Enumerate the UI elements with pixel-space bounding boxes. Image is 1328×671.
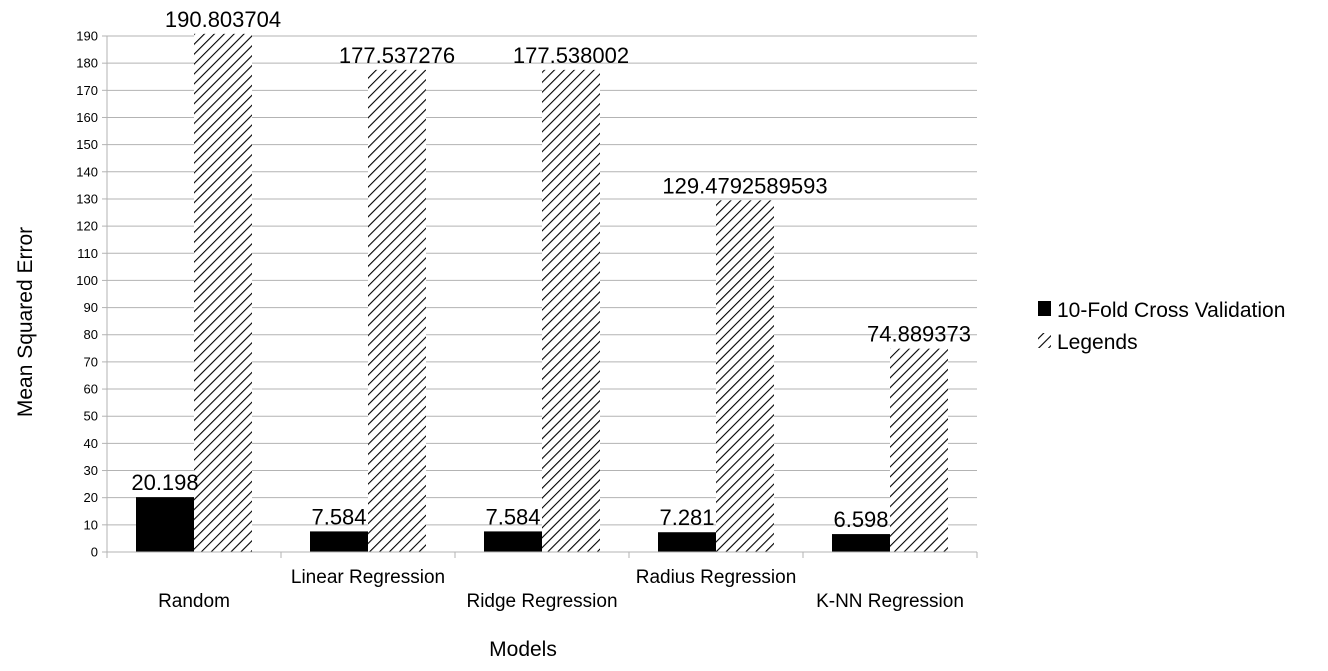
y-tick-label: 60	[84, 382, 98, 397]
y-tick-label: 40	[84, 436, 98, 451]
data-label-cross-validation: 7.281	[659, 505, 714, 530]
legend-label-cv: 10-Fold Cross Validation	[1057, 299, 1285, 322]
category-label: Random	[158, 591, 230, 612]
y-tick-label: 90	[84, 300, 98, 315]
data-label-legends: 177.538002	[513, 43, 629, 68]
data-label-cross-validation: 7.584	[311, 504, 366, 529]
axes	[106, 36, 978, 558]
category-labels: Random Linear Regression Ridge Regression R…	[158, 567, 964, 612]
category-label: Ridge Regression	[466, 591, 617, 612]
data-label-cross-validation: 6.598	[833, 507, 888, 532]
bar-legends	[194, 33, 252, 552]
category-label: Radius Regression	[636, 567, 797, 588]
bar-cross-validation	[484, 531, 542, 552]
legend: 10-Fold Cross Validation Legends	[1038, 299, 1285, 354]
y-tick-label: 110	[77, 246, 98, 261]
y-tick-label: 100	[76, 273, 98, 288]
data-label-cross-validation: 20.198	[131, 470, 198, 495]
bar-cross-validation	[310, 531, 368, 552]
y-tick-label: 120	[76, 219, 98, 234]
legend-swatch-cv	[1038, 301, 1051, 316]
legend-swatch-legends	[1038, 333, 1051, 348]
data-label-legends: 177.537276	[339, 43, 455, 68]
y-tick-label: 80	[84, 327, 98, 342]
y-tick-label: 190	[76, 29, 98, 44]
y-tick-label: 140	[76, 164, 98, 179]
category-label: Linear Regression	[291, 567, 445, 588]
data-label-legends: 129.4792589593	[662, 173, 827, 198]
y-axis-ticks: 0 10 20 30 40 50 60 70 80 90 100 110 120 130 140 150 160…	[76, 29, 107, 560]
bar-cross-validation	[136, 497, 194, 552]
data-label-legends: 74.889373	[867, 322, 971, 347]
y-tick-label: 10	[84, 517, 98, 532]
bar-legends	[542, 69, 600, 552]
bar-cross-validation	[658, 532, 716, 552]
data-labels: 20.198 190.803704 7.584 177.537276 7.584 177.…	[131, 7, 971, 532]
bar-legends	[890, 348, 948, 552]
bars	[136, 33, 948, 553]
y-tick-label: 50	[84, 409, 98, 424]
y-axis-title: Mean Squared Error	[14, 227, 37, 417]
y-tick-label: 160	[76, 110, 98, 125]
y-tick-label: 130	[76, 191, 98, 206]
x-axis-title: Models	[489, 638, 557, 661]
bar-legends	[716, 200, 774, 553]
y-tick-label: 170	[76, 83, 98, 98]
y-tick-label: 0	[91, 545, 98, 560]
data-label-cross-validation: 7.584	[485, 504, 540, 529]
category-label: K-NN Regression	[816, 591, 964, 612]
legend-label-legends: Legends	[1057, 331, 1138, 354]
y-tick-label: 150	[76, 137, 98, 152]
data-label-legends: 190.803704	[165, 7, 281, 32]
y-tick-label: 30	[84, 463, 98, 478]
bar-legends	[368, 69, 426, 553]
bar-cross-validation	[832, 534, 890, 552]
y-tick-label: 180	[76, 56, 98, 71]
y-tick-label: 70	[84, 354, 98, 369]
y-tick-label: 20	[84, 490, 98, 505]
